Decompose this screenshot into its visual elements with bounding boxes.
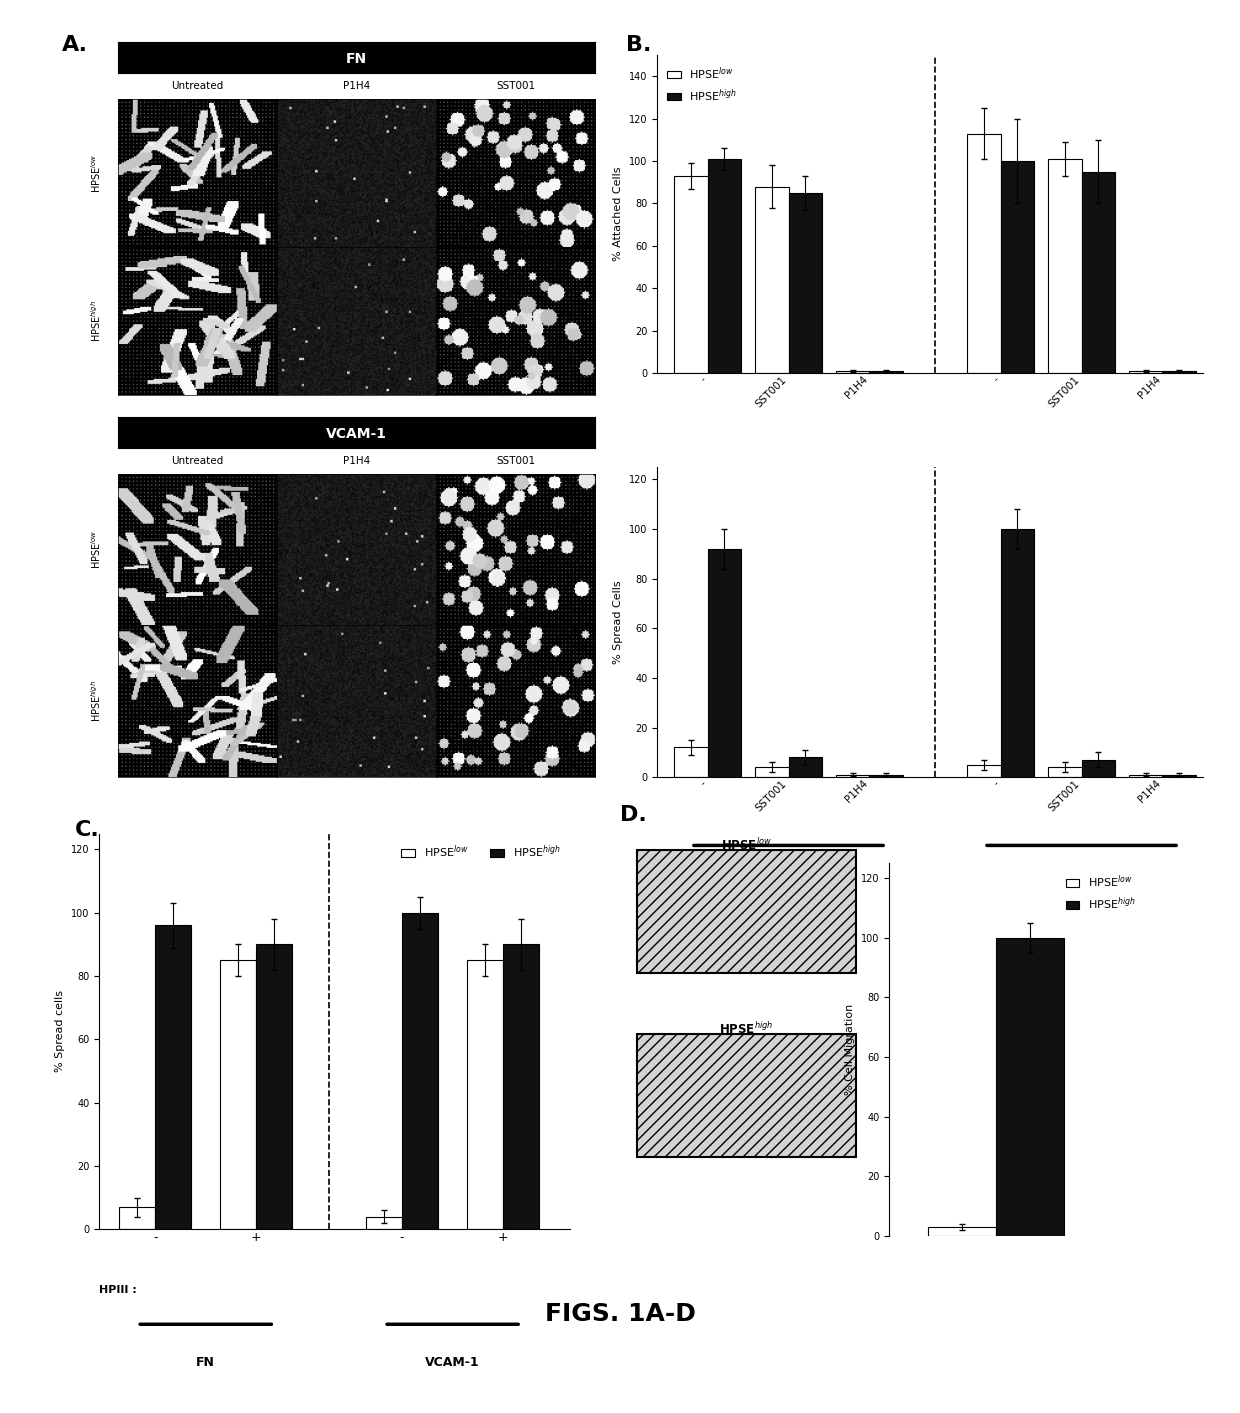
Text: FIGS. 1A-D: FIGS. 1A-D [544, 1303, 696, 1325]
Bar [836, 774, 869, 777]
Bar [1048, 158, 1081, 373]
Bar [1048, 767, 1081, 777]
Bar [967, 764, 1001, 777]
Text: HPSE$^{high}$: HPSE$^{high}$ [89, 300, 103, 342]
Bar [1130, 774, 1162, 777]
Bar [257, 944, 293, 1229]
Text: A.: A. [62, 35, 88, 55]
Bar [503, 944, 539, 1229]
Text: FN: FN [346, 52, 367, 66]
Text: B.: B. [626, 35, 651, 55]
Bar [1130, 370, 1162, 373]
Bar [789, 757, 822, 777]
Y-axis label: % Spread Cells: % Spread Cells [614, 581, 624, 664]
Text: VCAM-1: VCAM-1 [1054, 870, 1109, 883]
Legend: HPSE$^{low}$, HPSE$^{high}$: HPSE$^{low}$, HPSE$^{high}$ [397, 839, 565, 865]
Text: HPSE$^{low}$: HPSE$^{low}$ [89, 154, 103, 192]
Text: P1H4: P1H4 [343, 81, 370, 92]
Legend: HPSE$^{low}$, HPSE$^{high}$: HPSE$^{low}$, HPSE$^{high}$ [662, 61, 742, 109]
Bar [755, 767, 789, 777]
Text: SST001: SST001 [496, 456, 536, 466]
Bar [402, 913, 438, 1229]
Bar [869, 370, 903, 373]
Text: HPIII :: HPIII : [99, 1284, 136, 1294]
Bar [1081, 760, 1115, 777]
Bar [928, 1226, 996, 1235]
Bar [637, 1034, 856, 1157]
Bar [675, 747, 708, 777]
Bar [467, 961, 503, 1229]
Bar [155, 926, 191, 1229]
Bar [869, 774, 903, 777]
Y-axis label: % Spread cells: % Spread cells [56, 991, 66, 1072]
Legend: HPSE$^{low}$, HPSE$^{high}$: HPSE$^{low}$, HPSE$^{high}$ [1061, 869, 1141, 917]
Bar [996, 938, 1064, 1235]
Text: FN: FN [196, 1356, 216, 1369]
Bar [755, 187, 789, 373]
Y-axis label: % Cell Migration: % Cell Migration [846, 1003, 856, 1095]
Bar [967, 133, 1001, 373]
Bar [1081, 171, 1115, 373]
Bar [1162, 774, 1195, 777]
Bar [708, 158, 742, 373]
Bar [789, 192, 822, 373]
Text: FN: FN [779, 870, 799, 883]
Text: Untreated: Untreated [171, 456, 223, 466]
Text: HPSE$^{high}$: HPSE$^{high}$ [719, 1022, 774, 1037]
Text: VCAM-1: VCAM-1 [326, 427, 387, 441]
Bar [836, 370, 869, 373]
Bar [119, 1207, 155, 1229]
Text: HPSE$^{high}$: HPSE$^{high}$ [89, 680, 103, 722]
Text: VCAM-1: VCAM-1 [425, 1356, 480, 1369]
Text: C.: C. [74, 820, 99, 839]
Bar [1001, 528, 1034, 777]
Text: Untreated: Untreated [171, 81, 223, 92]
Bar [1162, 370, 1195, 373]
Text: SST001: SST001 [496, 81, 536, 92]
Text: D.: D. [620, 805, 647, 825]
Bar [708, 548, 742, 777]
Text: P1H4: P1H4 [343, 456, 370, 466]
Y-axis label: % Attached Cells: % Attached Cells [614, 167, 624, 261]
Text: HPSE$^{low}$: HPSE$^{low}$ [720, 836, 773, 853]
Text: HPSE$^{low}$: HPSE$^{low}$ [89, 530, 103, 569]
Bar [637, 851, 856, 972]
Bar [221, 961, 257, 1229]
Bar [675, 175, 708, 373]
Bar [366, 1217, 402, 1229]
Bar [1001, 161, 1034, 373]
